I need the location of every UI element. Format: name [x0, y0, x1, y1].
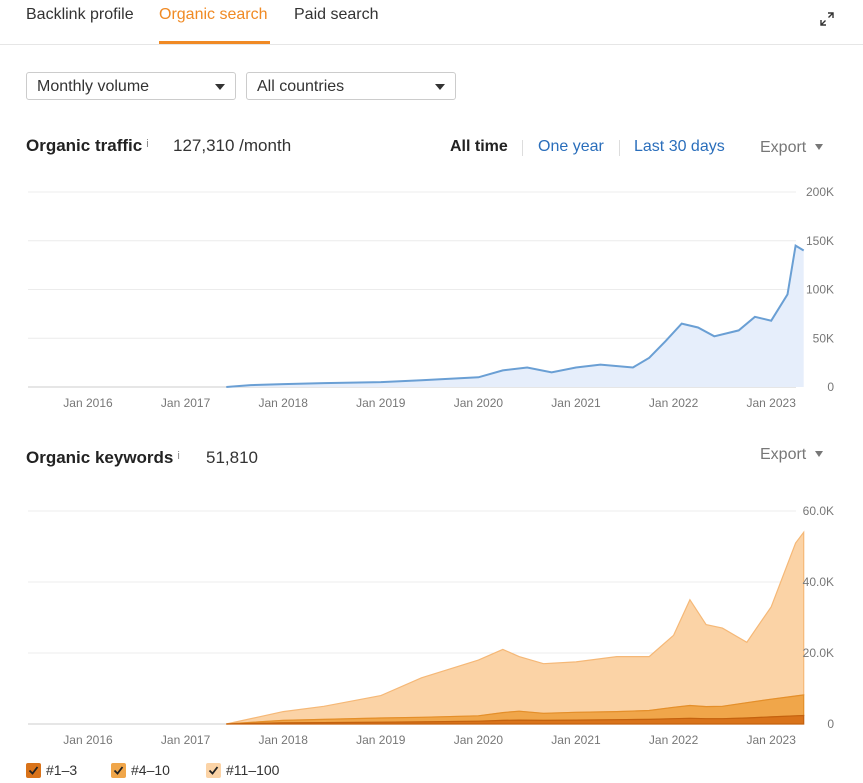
y-tick-label: 100K	[806, 283, 834, 297]
keywords-areas	[226, 530, 805, 725]
x-tick-label: Jan 2023	[747, 396, 797, 410]
traffic-y-ticks: 0 50K 100K 150K 200K	[806, 185, 834, 394]
keywords-y-ticks: 0 20.0K 40.0K 60.0K	[803, 504, 835, 731]
chevron-down-icon	[435, 84, 445, 90]
keywords-export-label: Export	[760, 446, 807, 463]
legend-label-top3: #1–3	[46, 762, 78, 778]
y-tick-label: 60.0K	[803, 504, 834, 518]
country-select-value: All countries	[257, 78, 345, 95]
tab-paid-search[interactable]: Paid search	[294, 6, 379, 23]
y-tick-label: 20.0K	[803, 646, 834, 660]
traffic-export-label: Export	[760, 139, 807, 156]
chevron-down-icon	[815, 144, 824, 150]
x-tick-label: Jan 2018	[259, 733, 309, 747]
keywords-export-button[interactable]: Export	[760, 446, 824, 464]
y-tick-label: 150K	[806, 234, 834, 248]
x-tick-label: Jan 2019	[356, 733, 406, 747]
x-tick-label: Jan 2021	[551, 733, 601, 747]
traffic-area	[226, 245, 804, 387]
x-tick-label: Jan 2020	[454, 396, 504, 410]
traffic-title-text: Organic traffic	[26, 136, 143, 155]
range-divider	[619, 140, 620, 156]
range-one-year[interactable]: One year	[538, 138, 604, 155]
tab-backlink-profile[interactable]: Backlink profile	[26, 6, 134, 23]
traffic-line	[226, 243, 805, 388]
checkbox-icon	[26, 762, 41, 778]
y-tick-label: 200K	[806, 185, 834, 199]
x-tick-label: Jan 2018	[259, 396, 309, 410]
info-icon[interactable]: i	[177, 450, 180, 462]
chevron-down-icon	[215, 84, 225, 90]
y-tick-label: 0	[827, 717, 834, 731]
tab-organic-search[interactable]: Organic search	[159, 6, 268, 23]
info-icon[interactable]: i	[146, 138, 149, 150]
range-last-30-days[interactable]: Last 30 days	[634, 138, 725, 155]
legend-label-4-10: #4–10	[131, 762, 170, 778]
x-tick-label: Jan 2016	[63, 396, 113, 410]
keywords-title: Organic keywords i	[26, 448, 180, 468]
x-tick-label: Jan 2023	[747, 733, 797, 747]
x-tick-label: Jan 2022	[649, 396, 699, 410]
x-tick-label: Jan 2020	[454, 733, 504, 747]
active-tab-indicator	[159, 41, 270, 44]
range-all-time[interactable]: All time	[450, 138, 508, 155]
x-tick-label: Jan 2016	[63, 733, 113, 747]
keywords-value: 51,810	[206, 448, 258, 467]
checkbox-icon	[206, 762, 221, 778]
report-tabs: Backlink profile Organic search Paid sea…	[0, 0, 863, 45]
y-tick-label: 40.0K	[803, 575, 834, 589]
traffic-title: Organic traffic i	[26, 136, 149, 156]
traffic-export-button[interactable]: Export	[760, 139, 824, 157]
x-tick-label: Jan 2022	[649, 733, 699, 747]
x-tick-label: Jan 2021	[551, 396, 601, 410]
y-tick-label: 50K	[813, 331, 834, 345]
y-tick-label: 0	[827, 380, 834, 394]
expand-arrows-icon	[820, 12, 834, 26]
keywords-x-ticks: Jan 2016 Jan 2017 Jan 2018 Jan 2019 Jan 2020…	[63, 733, 796, 747]
x-tick-label: Jan 2017	[161, 396, 211, 410]
volume-select-value: Monthly volume	[37, 78, 150, 95]
range-divider	[522, 140, 523, 156]
expand-button[interactable]	[812, 6, 842, 32]
x-tick-label: Jan 2017	[161, 733, 211, 747]
keywords-title-text: Organic keywords	[26, 448, 174, 467]
traffic-x-ticks: Jan 2016 Jan 2017 Jan 2018 Jan 2019 Jan 2020…	[63, 396, 796, 410]
chevron-down-icon	[815, 451, 824, 457]
legend-item-4-10[interactable]: #4–10	[111, 761, 170, 779]
volume-select[interactable]: Monthly volume	[26, 72, 236, 100]
keyword-area-2	[226, 530, 805, 725]
checkbox-icon	[111, 762, 126, 778]
legend-item-top3[interactable]: #1–3	[26, 761, 77, 779]
keyword-area-0	[226, 714, 805, 725]
country-select[interactable]: All countries	[246, 72, 456, 100]
legend-label-11-100: #11–100	[226, 762, 280, 778]
traffic-value: 127,310 /month	[173, 136, 292, 155]
x-tick-label: Jan 2019	[356, 396, 406, 410]
legend-item-11-100[interactable]: #11–100	[206, 761, 279, 779]
